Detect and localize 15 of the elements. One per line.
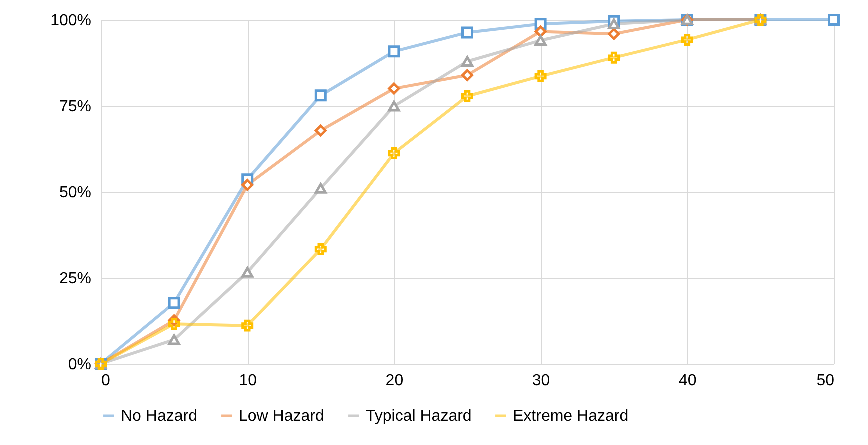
x-tick-label: 10 (239, 372, 258, 390)
x-tick-label: 50 (816, 372, 835, 390)
legend-label: Typical Hazard (366, 408, 472, 425)
legend-label: No Hazard (121, 408, 198, 425)
y-tick-label: 25% (59, 270, 92, 288)
x-tick-label: 0 (102, 372, 110, 390)
y-tick-label: 100% (50, 12, 92, 30)
x-tick-label: 40 (679, 372, 697, 390)
y-tick-label: 50% (59, 184, 92, 202)
y-tick-label: 0% (68, 356, 92, 374)
y-tick-label: 75% (59, 98, 92, 116)
x-tick-label: 30 (532, 372, 550, 390)
x-tick-label: 20 (386, 372, 404, 390)
legend-label: Extreme Hazard (513, 408, 629, 425)
legend-label: Low Hazard (239, 408, 324, 425)
